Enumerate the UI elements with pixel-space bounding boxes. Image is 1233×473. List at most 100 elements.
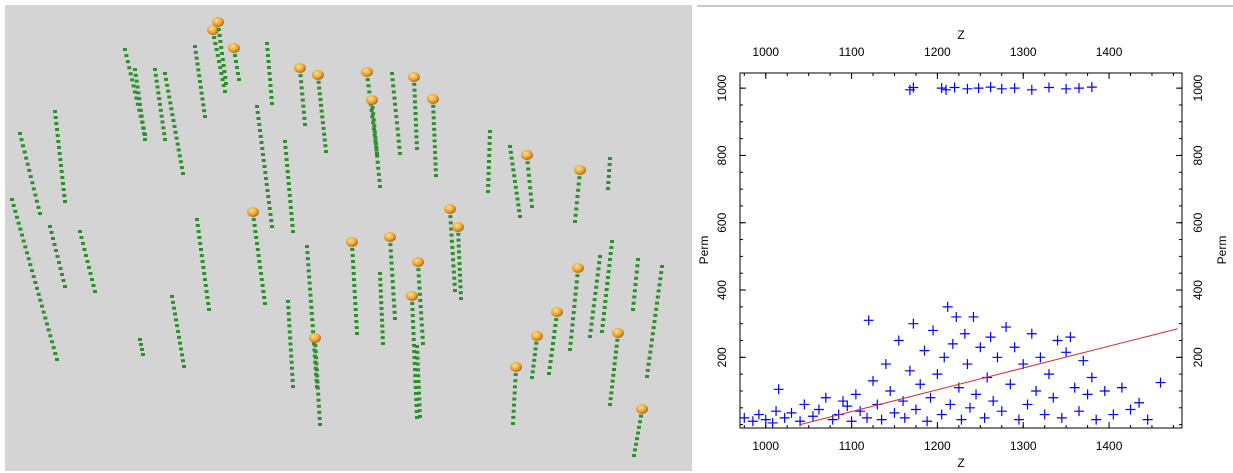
- well-sample: [419, 311, 424, 315]
- well-top: [346, 237, 358, 247]
- well-sample: [63, 285, 67, 288]
- well-sample: [456, 238, 461, 242]
- point: [1069, 382, 1080, 393]
- well-sample: [393, 102, 398, 106]
- point: [1125, 404, 1136, 415]
- well-sample: [290, 372, 295, 376]
- well-sample: [31, 275, 36, 279]
- well-sample: [263, 302, 267, 305]
- well-sample: [289, 218, 294, 221]
- well-sample: [138, 338, 142, 341]
- well-sample: [371, 118, 376, 122]
- well-sample: [547, 366, 552, 369]
- well-sample: [592, 298, 597, 302]
- well-sample: [251, 218, 256, 221]
- well-sample: [513, 385, 517, 389]
- point: [899, 412, 910, 423]
- well-sample: [163, 138, 167, 141]
- well-sample: [61, 188, 66, 191]
- well-sample: [217, 60, 221, 63]
- well-sample: [268, 84, 273, 87]
- point: [889, 407, 900, 418]
- point: [1052, 335, 1063, 346]
- well-sample: [380, 336, 385, 340]
- well-sample: [234, 60, 238, 63]
- well-sample: [314, 378, 319, 382]
- point: [1022, 399, 1033, 410]
- well-sample: [569, 335, 574, 339]
- well-sample: [416, 380, 421, 383]
- well-sample: [202, 109, 207, 113]
- well-sample: [222, 70, 227, 73]
- point: [855, 406, 866, 417]
- well-sample: [413, 380, 418, 383]
- well-sample: [632, 289, 637, 293]
- well-sample: [487, 142, 492, 145]
- well-sample: [269, 219, 274, 222]
- well-sample: [486, 190, 490, 193]
- well-sample: [20, 233, 24, 237]
- well-sample: [303, 123, 307, 126]
- well-sample: [21, 239, 26, 243]
- well-sample: [550, 348, 555, 351]
- well-sample: [508, 150, 513, 154]
- well-top: [612, 328, 624, 338]
- well-sample: [650, 332, 655, 336]
- point: [910, 404, 921, 415]
- point: [837, 396, 848, 407]
- point: [850, 389, 861, 400]
- well-sample: [291, 230, 295, 233]
- point: [1134, 397, 1145, 408]
- well-sample: [588, 335, 592, 338]
- well-sample: [319, 103, 324, 107]
- well-sample: [391, 298, 396, 302]
- well-sample: [287, 194, 292, 197]
- well-sample: [283, 146, 288, 149]
- well-sample: [322, 132, 327, 136]
- well-sample: [220, 52, 224, 55]
- well-sample: [156, 91, 161, 95]
- well-sample: [420, 335, 425, 339]
- well-sample: [159, 114, 164, 118]
- well-sample: [388, 249, 393, 253]
- well-sample: [262, 296, 267, 299]
- well-sample: [315, 380, 320, 384]
- y-tick-label: 1000: [715, 74, 729, 101]
- point: [842, 401, 853, 412]
- well-sample: [204, 290, 209, 293]
- well-sample: [213, 42, 218, 45]
- well-sample: [378, 272, 382, 275]
- well-sample: [448, 215, 453, 219]
- well-sample: [261, 159, 266, 162]
- point: [949, 82, 960, 93]
- well-sample: [457, 262, 462, 265]
- well-sample: [414, 392, 418, 395]
- well-sample: [267, 66, 271, 69]
- point: [1099, 385, 1110, 396]
- well-sample: [553, 324, 558, 327]
- well-sample: [198, 85, 203, 89]
- well-sample: [376, 166, 381, 170]
- well-sample: [632, 295, 637, 299]
- point: [947, 338, 958, 349]
- well-sample: [457, 256, 462, 260]
- well-sample: [411, 320, 415, 323]
- well-sample: [416, 385, 421, 389]
- well-sample: [549, 354, 554, 357]
- well-sample: [614, 344, 619, 348]
- well-sample: [305, 245, 309, 248]
- well-sample: [606, 181, 611, 184]
- point: [962, 359, 973, 370]
- well-sample: [573, 292, 578, 296]
- well-sample: [450, 245, 455, 249]
- well-top: [384, 232, 396, 242]
- well-top: [521, 150, 533, 160]
- well-sample: [254, 236, 259, 239]
- well-sample: [19, 138, 24, 142]
- well-sample: [374, 148, 379, 152]
- well-sample: [511, 409, 516, 413]
- well-sample: [515, 197, 520, 201]
- well-sample: [314, 372, 319, 376]
- well-top: [294, 63, 306, 73]
- well-sample: [314, 356, 319, 360]
